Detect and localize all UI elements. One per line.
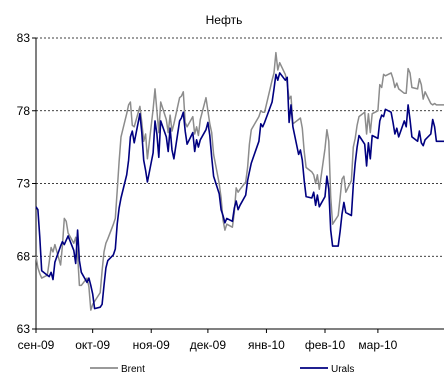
y-tick-label: 73 [17,177,31,191]
y-tick-label: 63 [17,322,31,336]
y-tick-label: 83 [17,31,31,45]
chart-title: Нефть [206,13,243,27]
x-tick-label: фев-10 [305,338,346,352]
x-tick-label: окт-09 [75,338,110,352]
gridlines [36,37,444,257]
legend-label-brent: Brent [121,364,145,375]
x-tick-label: ноя-09 [133,338,170,352]
x-tick-label: янв-10 [248,338,285,352]
legend: Brent Urals [90,364,354,375]
series-lines [35,51,444,311]
axes: 63 68 73 78 83 сен-09 окт-09 ноя-09 дек-09 янв-10… [17,31,444,352]
legend-label-urals: Urals [331,364,354,375]
series-line-brent [35,51,444,311]
x-tick-label: дек-09 [190,338,227,352]
series-line-urals [35,72,444,310]
y-tick-label: 78 [17,104,31,118]
x-tick-label: сен-09 [18,338,55,352]
x-tick-label: мар-10 [358,338,397,352]
y-tick-label: 68 [17,249,31,263]
